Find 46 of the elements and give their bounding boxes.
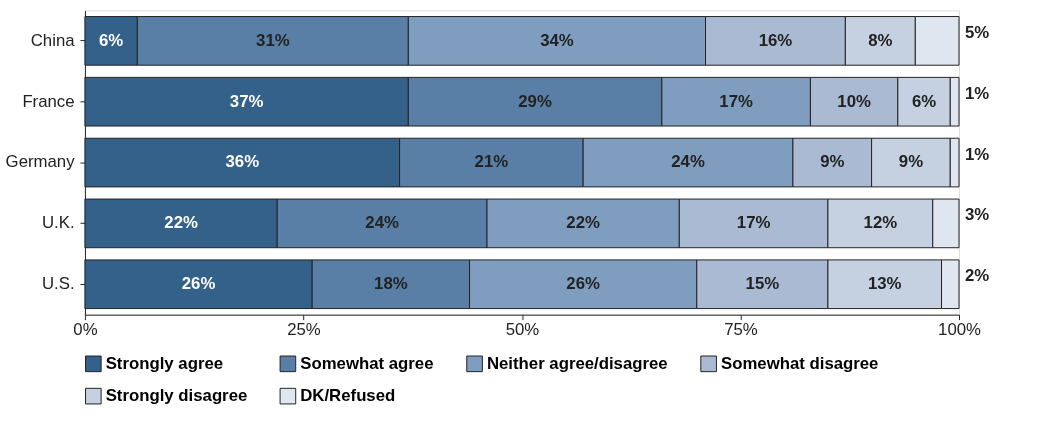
y-tick-label: U.S.	[41, 274, 75, 294]
x-tick-label: 100%	[938, 319, 982, 339]
data-label: 24%	[671, 152, 705, 172]
data-label: 9%	[820, 152, 845, 172]
data-label: 37%	[229, 91, 264, 111]
x-tick-label: 50%	[505, 319, 540, 339]
data-label: 24%	[365, 213, 399, 233]
data-label: 1%	[964, 83, 990, 103]
y-tick-label: France	[22, 91, 75, 111]
data-label: 3%	[964, 205, 990, 225]
data-label: 29%	[518, 91, 552, 111]
data-label: 6%	[911, 91, 937, 111]
y-tick-label: China	[30, 30, 76, 50]
data-label: 22%	[164, 213, 198, 233]
data-label: 17%	[719, 91, 753, 111]
data-label: 10%	[837, 91, 871, 111]
data-label: 13%	[867, 274, 902, 294]
data-label: 31%	[256, 30, 290, 50]
data-label: 8%	[868, 30, 893, 50]
data-label: 5%	[964, 22, 990, 42]
y-tick-label: Germany	[5, 152, 76, 172]
data-label: 36%	[225, 152, 260, 172]
data-label: 17%	[736, 213, 771, 233]
data-label: 26%	[566, 274, 601, 294]
data-label: 1%	[964, 144, 990, 164]
legend-label: Strongly agree	[105, 353, 224, 373]
data-label: 2%	[964, 266, 990, 286]
data-label: 6%	[99, 30, 124, 50]
data-label: 26%	[181, 274, 216, 294]
data-label: 18%	[374, 274, 408, 294]
data-label: 21%	[474, 152, 509, 172]
data-label: 15%	[745, 274, 780, 294]
x-tick-label: 75%	[724, 319, 758, 339]
data-label: 34%	[540, 30, 574, 50]
data-label: 16%	[758, 30, 793, 50]
legend-label: DK/Refused	[300, 386, 396, 406]
legend-label: Somewhat agree	[300, 353, 434, 373]
legend-label: Somewhat disagree	[720, 353, 879, 373]
legend-label: Neither agree/disagree	[486, 353, 668, 373]
x-tick-label: 25%	[287, 319, 321, 339]
data-label: 9%	[898, 152, 924, 172]
legend-label: Strongly disagree	[105, 386, 248, 406]
y-tick-label: U.K.	[41, 213, 75, 233]
x-tick-label: 0%	[73, 319, 98, 339]
data-label: 22%	[566, 213, 601, 233]
data-label: 12%	[863, 213, 898, 233]
